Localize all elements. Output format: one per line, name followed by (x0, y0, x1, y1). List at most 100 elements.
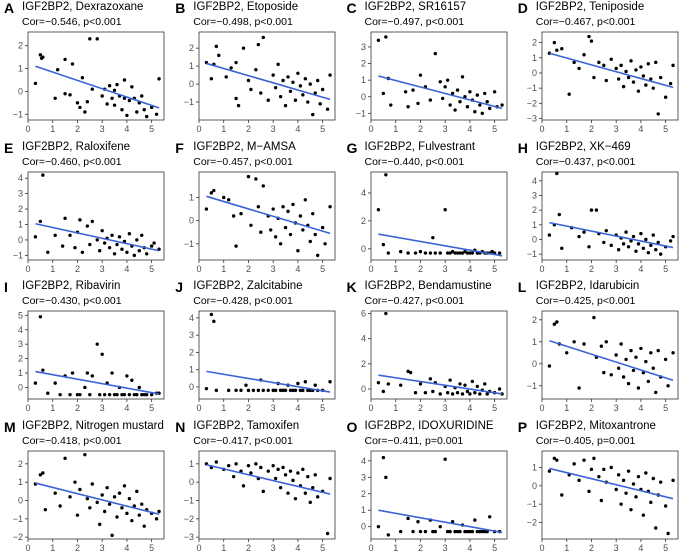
data-point (433, 529, 437, 533)
data-point (242, 483, 246, 488)
data-point (279, 94, 283, 99)
data-point (381, 91, 385, 96)
x-tick-label: 2 (75, 543, 80, 553)
panel-title: IGF2BP2, IDOXURIDINE (364, 419, 494, 432)
data-point (298, 213, 303, 218)
data-point (41, 172, 45, 177)
data-point (132, 392, 137, 397)
data-point (648, 351, 653, 355)
data-point (616, 247, 621, 251)
y-tick-label: 1 (189, 458, 194, 468)
data-point (271, 388, 276, 393)
panel-label: E (4, 139, 14, 156)
data-point (90, 219, 94, 223)
data-point (112, 103, 117, 107)
data-point (477, 529, 481, 533)
y-tick-label: 0 (360, 243, 365, 253)
data-point (63, 456, 67, 460)
data-point (229, 66, 234, 70)
data-point (234, 461, 239, 466)
data-point (663, 357, 668, 362)
data-point (475, 93, 479, 97)
data-point (284, 472, 288, 477)
scatter-plot: 0 1 2 3 4 5 0 2 4 (360, 171, 507, 274)
data-point (140, 233, 144, 237)
x-tick-label: 4 (124, 543, 129, 553)
plot-frame (370, 171, 507, 260)
data-point (383, 35, 388, 39)
data-point (132, 503, 137, 508)
data-point (475, 384, 479, 389)
x-tick-label: 3 (613, 403, 618, 413)
data-point (671, 234, 675, 238)
data-point (455, 88, 459, 92)
regression-line (548, 52, 674, 89)
data-point (653, 525, 658, 530)
data-point (224, 75, 229, 79)
data-point (127, 496, 132, 500)
data-point (293, 496, 298, 500)
data-point (413, 250, 417, 255)
panel-title: IGF2BP2, Bendamustine (364, 280, 492, 292)
x-tick-label: 0 (539, 543, 544, 553)
data-point (313, 383, 318, 387)
x-tick-label: 0 (539, 124, 544, 134)
data-point (656, 348, 660, 353)
x-tick-label: 4 (124, 124, 129, 134)
panel-title: IGF2BP2, Nitrogen mustard (22, 419, 164, 432)
regression-line (206, 62, 331, 101)
data-point (328, 476, 333, 480)
correlation-stat: Cor=−0.425, p<0.001 (535, 295, 636, 307)
data-point (311, 485, 315, 489)
data-point (137, 385, 141, 390)
data-point (261, 183, 266, 188)
data-point (386, 532, 390, 537)
data-point (301, 467, 305, 471)
data-point (298, 84, 303, 88)
data-point (455, 391, 459, 395)
data-point (450, 249, 454, 253)
data-point (90, 374, 94, 378)
y-tick-label: 0 (18, 234, 23, 244)
data-point (326, 531, 330, 535)
y-tick-label: 1 (18, 368, 23, 378)
data-point (130, 518, 134, 522)
data-point (653, 390, 658, 395)
y-tick-label: 3 (360, 42, 365, 52)
data-point (102, 240, 107, 245)
data-point (63, 92, 67, 96)
x-tick-label: 2 (246, 543, 251, 553)
data-point (85, 371, 90, 375)
x-tick-label: 2 (75, 403, 80, 413)
x-tick-label: 4 (467, 403, 472, 413)
data-point (624, 357, 628, 362)
data-point (629, 348, 633, 353)
data-point (234, 60, 239, 65)
y-tick-label: 4 (18, 173, 23, 183)
data-point (634, 355, 638, 359)
x-tick-label: 0 (368, 264, 373, 274)
data-point (599, 344, 603, 348)
data-point (604, 340, 608, 344)
data-point (107, 501, 112, 506)
data-point (274, 388, 278, 393)
plot-frame (370, 450, 507, 539)
scatter-plot: 0 1 2 3 4 5 0 1 2 3 4 (189, 310, 336, 413)
data-point (609, 465, 613, 469)
data-point (256, 388, 261, 393)
data-point (442, 85, 447, 89)
data-point (668, 81, 673, 86)
data-point (140, 501, 144, 506)
data-point (591, 456, 596, 460)
x-tick-label: 4 (467, 543, 472, 553)
data-point (85, 223, 90, 228)
y-tick-label: 2 (18, 458, 23, 468)
data-point (115, 82, 119, 87)
data-point (671, 63, 675, 68)
data-point (53, 381, 57, 385)
x-tick-label: 4 (296, 403, 301, 413)
data-point (430, 235, 435, 239)
x-tick-label: 2 (417, 403, 422, 413)
data-point (609, 373, 613, 377)
panel-title: IGF2BP2, Raloxifene (22, 140, 131, 153)
